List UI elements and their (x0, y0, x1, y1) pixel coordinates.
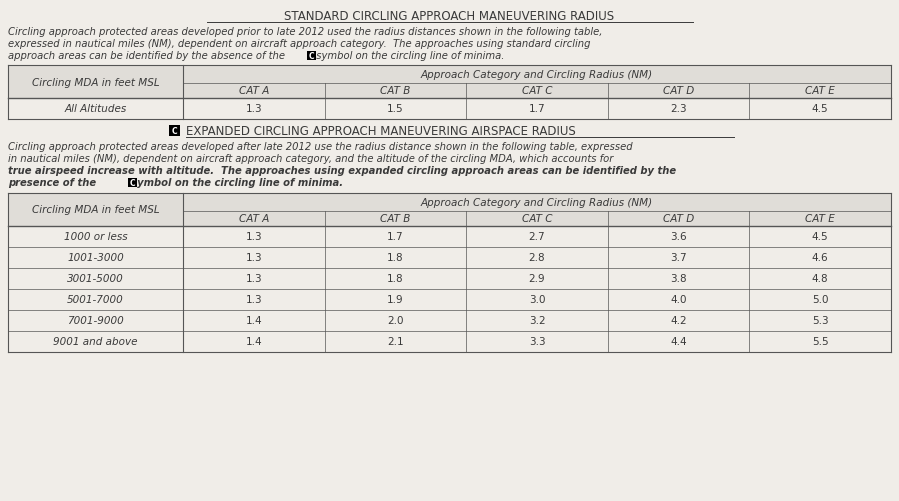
Text: 1.7: 1.7 (387, 232, 404, 242)
Text: 1.7: 1.7 (529, 104, 546, 114)
Text: STANDARD CIRCLING APPROACH MANEUVERING RADIUS: STANDARD CIRCLING APPROACH MANEUVERING R… (284, 10, 615, 23)
Text: 3001-5000: 3001-5000 (67, 274, 124, 284)
Text: 4.4: 4.4 (671, 337, 687, 347)
Text: 3.0: 3.0 (529, 295, 546, 305)
Text: 4.8: 4.8 (812, 274, 829, 284)
Text: 2.7: 2.7 (529, 232, 546, 242)
Text: 4.0: 4.0 (671, 295, 687, 305)
Text: CAT E: CAT E (806, 86, 835, 96)
Text: expressed in nautical miles (NM), dependent on aircraft approach category.  The : expressed in nautical miles (NM), depend… (8, 39, 591, 49)
Text: CAT B: CAT B (380, 86, 411, 96)
Text: All Altitudes: All Altitudes (65, 104, 127, 114)
Bar (8, 66, 183, 99)
Text: 2.1: 2.1 (387, 337, 404, 347)
Text: CAT D: CAT D (663, 214, 694, 224)
Bar (183, 193, 891, 226)
Text: Circling approach protected areas developed prior to late 2012 used the radius d: Circling approach protected areas develo… (8, 27, 602, 37)
Text: Circling MDA in feet MSL: Circling MDA in feet MSL (31, 77, 159, 87)
Text: 3.3: 3.3 (529, 337, 546, 347)
Text: CAT D: CAT D (663, 86, 694, 96)
Text: 1.3: 1.3 (245, 295, 263, 305)
Text: 4.5: 4.5 (812, 104, 829, 114)
Text: C: C (308, 52, 314, 61)
FancyBboxPatch shape (168, 126, 180, 137)
Text: 4.6: 4.6 (812, 253, 829, 263)
Text: 5.0: 5.0 (812, 295, 829, 305)
Bar (183, 66, 891, 99)
Text: CAT E: CAT E (806, 214, 835, 224)
FancyBboxPatch shape (128, 179, 137, 188)
Text: approach areas can be identified by the absence of the          symbol on the ci: approach areas can be identified by the … (8, 51, 504, 61)
Text: 3.7: 3.7 (671, 253, 687, 263)
Text: Approach Category and Circling Radius (NM): Approach Category and Circling Radius (N… (421, 70, 653, 80)
Text: 7001-9000: 7001-9000 (67, 316, 124, 326)
Text: EXPANDED CIRCLING APPROACH MANEUVERING AIRSPACE RADIUS: EXPANDED CIRCLING APPROACH MANEUVERING A… (186, 125, 575, 138)
Text: 1.4: 1.4 (245, 316, 263, 326)
Text: 1.5: 1.5 (387, 104, 404, 114)
Text: 1.3: 1.3 (245, 232, 263, 242)
Text: 1.3: 1.3 (245, 104, 263, 114)
Text: Circling approach protected areas developed after late 2012 use the radius dista: Circling approach protected areas develo… (8, 142, 633, 152)
FancyBboxPatch shape (307, 52, 316, 61)
Bar (8, 66, 891, 120)
Text: Approach Category and Circling Radius (NM): Approach Category and Circling Radius (N… (421, 197, 653, 207)
Text: 1.4: 1.4 (245, 337, 263, 347)
Text: 5001-7000: 5001-7000 (67, 295, 124, 305)
Text: 2.8: 2.8 (529, 253, 546, 263)
Text: 3.6: 3.6 (671, 232, 687, 242)
Text: C: C (171, 127, 177, 136)
Text: 1001-3000: 1001-3000 (67, 253, 124, 263)
Text: 1.9: 1.9 (387, 295, 404, 305)
Bar (8, 193, 891, 352)
Text: 1.3: 1.3 (245, 253, 263, 263)
Text: CAT C: CAT C (521, 214, 552, 224)
Text: true airspeed increase with altitude.  The approaches using expanded circling ap: true airspeed increase with altitude. Th… (8, 166, 676, 176)
Text: 9001 and above: 9001 and above (53, 337, 138, 347)
Text: 5.3: 5.3 (812, 316, 829, 326)
Text: CAT C: CAT C (521, 86, 552, 96)
Text: 2.9: 2.9 (529, 274, 546, 284)
Text: C: C (129, 179, 135, 188)
Text: 1000 or less: 1000 or less (64, 232, 128, 242)
Text: 4.2: 4.2 (671, 316, 687, 326)
Text: 4.5: 4.5 (812, 232, 829, 242)
Text: 5.5: 5.5 (812, 337, 829, 347)
Text: 3.8: 3.8 (671, 274, 687, 284)
Text: 3.2: 3.2 (529, 316, 546, 326)
Text: CAT A: CAT A (238, 86, 269, 96)
Text: CAT A: CAT A (238, 214, 269, 224)
Text: CAT B: CAT B (380, 214, 411, 224)
Text: 1.8: 1.8 (387, 253, 404, 263)
Text: presence of the          symbol on the circling line of minima.: presence of the symbol on the circling l… (8, 178, 343, 188)
Text: 1.3: 1.3 (245, 274, 263, 284)
Text: 2.0: 2.0 (387, 316, 404, 326)
Text: Circling MDA in feet MSL: Circling MDA in feet MSL (31, 205, 159, 215)
Text: in nautical miles (NM), dependent on aircraft approach category, and the altitud: in nautical miles (NM), dependent on air… (8, 154, 613, 164)
Text: 2.3: 2.3 (671, 104, 687, 114)
Bar (8, 193, 183, 226)
Text: 1.8: 1.8 (387, 274, 404, 284)
